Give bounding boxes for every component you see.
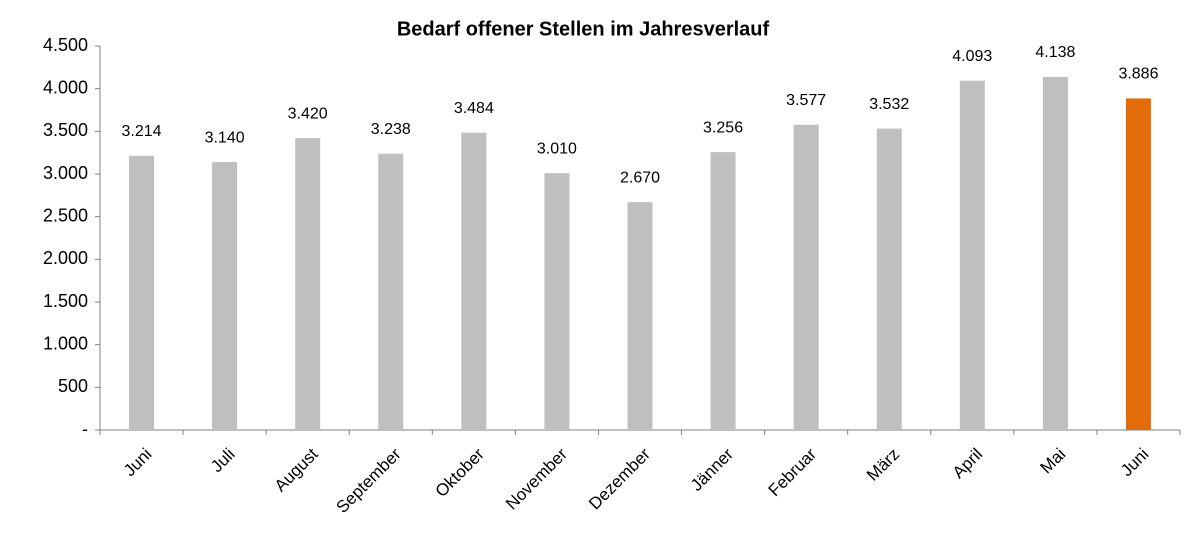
bar [544,173,570,430]
value-label: 3.238 [371,121,411,138]
x-tick-label: August [271,444,322,495]
x-tick-label: Jänner [687,444,737,494]
value-label: 4.138 [1035,44,1075,61]
x-tick-label: Juni [120,445,155,480]
bar [1042,76,1068,431]
value-label: 2.670 [620,169,660,186]
bar [129,155,155,431]
value-label: 3.256 [703,119,743,136]
y-tick-label: 4.000 [43,77,88,97]
bar [295,138,321,430]
value-label: 3.140 [205,129,245,146]
bar [959,80,985,431]
value-label: 4.093 [952,48,992,65]
x-tick-label: September [333,444,405,516]
bar [627,202,653,430]
value-label: 3.484 [454,100,494,117]
value-label: 3.010 [537,140,577,157]
bar [710,152,736,430]
bar [1125,98,1151,431]
value-label: 3.886 [1118,66,1158,83]
x-tick-label: Juni [1117,445,1152,480]
bar [212,162,238,430]
y-tick-label: - [82,419,88,439]
x-tick-label: April [949,445,986,482]
y-tick-label: 1.000 [43,333,88,353]
y-tick-label: 2.500 [43,205,88,225]
bar [876,128,902,430]
x-tick-label: November [502,444,571,513]
x-tick-label: März [863,445,903,485]
chart-title: Bedarf offener Stellen im Jahresverlauf [397,18,770,40]
x-tick-label: Oktober [432,444,488,500]
y-tick-label: 4.500 [43,35,88,55]
x-tick-label: Dezember [585,444,654,513]
bar [793,124,819,430]
y-tick-label: 1.500 [43,291,88,311]
value-label: 3.214 [122,123,162,140]
y-tick-label: 2.000 [43,248,88,268]
y-tick-label: 3.000 [43,163,88,183]
x-tick-label: Mai [1037,445,1070,478]
value-label: 3.420 [288,105,328,122]
value-label: 3.577 [786,92,826,109]
x-tick-label: Februar [765,444,821,500]
value-label: 3.532 [869,96,909,113]
bar [378,153,404,430]
x-tick-label: Juli [207,445,238,476]
y-tick-label: 500 [58,376,88,396]
bar [461,132,487,430]
y-tick-label: 3.500 [43,120,88,140]
